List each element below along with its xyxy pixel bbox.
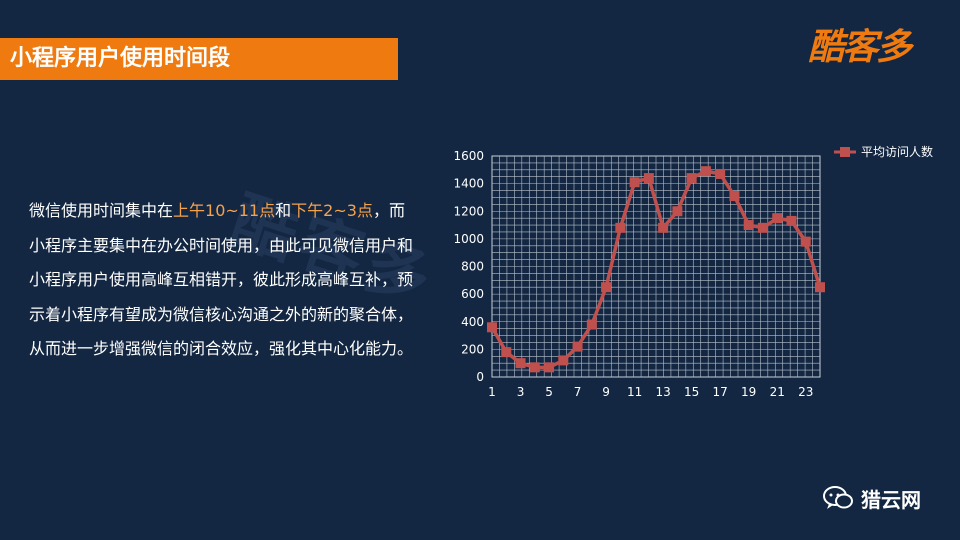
x-tick-label: 5	[545, 385, 553, 399]
data-point	[501, 347, 512, 358]
data-point	[800, 236, 811, 247]
data-point	[586, 319, 597, 330]
data-point	[629, 177, 640, 188]
y-tick-label: 400	[461, 315, 484, 329]
footer-brand: 猎云网	[823, 478, 921, 518]
data-point	[558, 355, 569, 366]
data-point	[544, 362, 555, 373]
y-tick-label: 1600	[453, 149, 484, 163]
brand-logo: 酷客多	[808, 27, 912, 68]
y-tick-label: 1200	[453, 204, 484, 218]
highlight-morning: 上午10~11点	[173, 201, 276, 220]
legend-label: 平均访问人数	[861, 144, 933, 159]
x-tick-label: 3	[517, 385, 525, 399]
x-tick-label: 11	[627, 385, 642, 399]
data-point	[672, 206, 683, 217]
data-point	[700, 166, 711, 177]
wechat-icon	[823, 486, 853, 509]
y-tick-label: 1000	[453, 232, 484, 246]
data-point	[743, 220, 754, 231]
y-tick-label: 600	[461, 287, 484, 301]
y-tick-label: 1400	[453, 177, 484, 191]
x-tick-label: 7	[574, 385, 582, 399]
chart-grid	[491, 155, 821, 378]
data-point	[643, 173, 654, 184]
data-point	[786, 215, 797, 226]
data-point	[815, 282, 825, 293]
x-tick-label: 17	[713, 385, 728, 399]
highlight-afternoon: 下午2~3点	[291, 201, 373, 220]
data-point	[601, 282, 612, 293]
data-point	[686, 173, 697, 184]
legend-marker	[840, 147, 850, 157]
x-tick-label: 19	[741, 385, 756, 399]
data-point	[487, 322, 497, 333]
y-tick-label: 0	[476, 370, 484, 384]
data-point	[515, 358, 526, 369]
data-point	[529, 362, 540, 373]
title-bar: 小程序用户使用时间段	[0, 38, 398, 80]
y-tick-label: 800	[461, 260, 484, 274]
x-tick-label: 9	[602, 385, 610, 399]
data-point	[715, 168, 726, 179]
data-point	[729, 191, 740, 202]
page-title: 小程序用户使用时间段	[10, 46, 231, 71]
chart-series	[487, 166, 825, 373]
description-text: 微信使用时间集中在上午10~11点和下午2~3点，而小程序主要集中在办公时间使用…	[29, 201, 414, 358]
x-tick-label: 15	[684, 385, 699, 399]
chart-legend: 平均访问人数	[834, 144, 933, 159]
x-tick-label: 1	[488, 385, 496, 399]
y-tick-label: 200	[461, 342, 484, 356]
footer-text: 猎云网	[861, 487, 921, 512]
data-point	[772, 213, 783, 224]
x-tick-label: 23	[798, 385, 813, 399]
x-tick-label: 13	[655, 385, 670, 399]
x-tick-label: 21	[770, 385, 785, 399]
data-point	[658, 222, 669, 233]
data-point	[615, 222, 626, 233]
data-point	[572, 341, 583, 352]
data-point	[757, 222, 768, 233]
